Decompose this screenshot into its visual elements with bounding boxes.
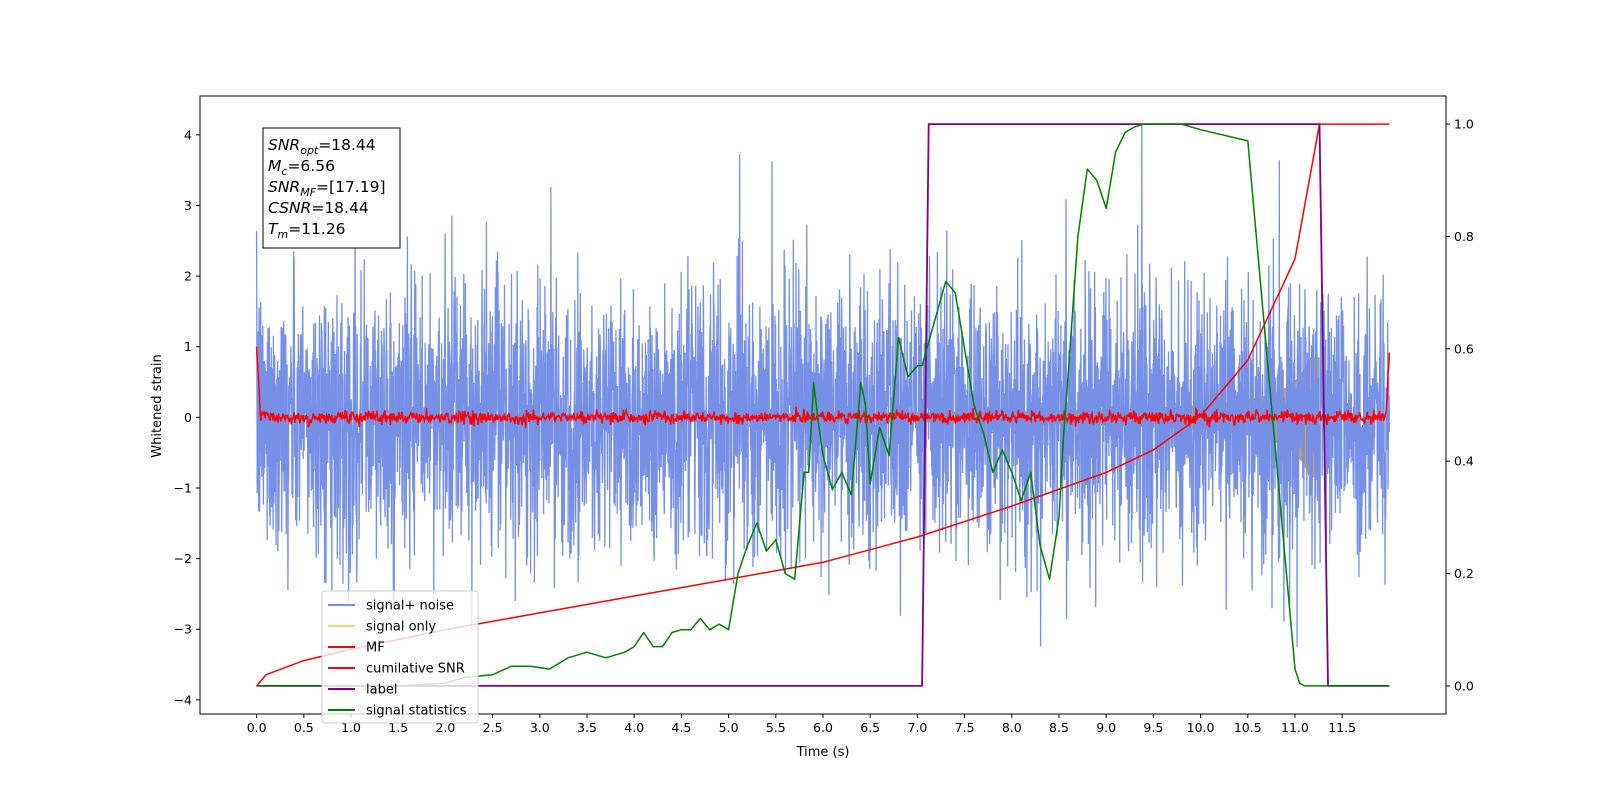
x-tick-label: 0.5 xyxy=(294,720,314,735)
info-box-line: Mc=6.56 xyxy=(268,157,335,178)
signal-statistics-series xyxy=(256,123,1390,687)
x-tick-label: 6.0 xyxy=(813,720,833,735)
x-tick-label: 0.0 xyxy=(247,720,267,735)
y-tick-label: 1 xyxy=(184,339,192,354)
x-tick-label: 2.5 xyxy=(483,720,503,735)
y-axis-left: −4 −3 −2 −1 0 1 2 3 4 xyxy=(174,127,200,707)
legend-label: label xyxy=(366,683,397,698)
x-tick-label: 3.5 xyxy=(577,720,597,735)
signal-noise-series xyxy=(255,124,1391,647)
signal-noise-line xyxy=(255,124,1391,647)
x-tick-label: 4.0 xyxy=(624,720,644,735)
y2-tick-label: 0.6 xyxy=(1454,341,1474,356)
y-tick-label: 3 xyxy=(184,198,192,213)
y2-tick-label: 0.8 xyxy=(1454,229,1474,244)
info-box-line: SNRopt=18.44 xyxy=(268,136,376,157)
y-axis-label: Whitened strain xyxy=(150,354,165,457)
x-tick-label: 1.0 xyxy=(341,720,361,735)
y-tick-label: 0 xyxy=(184,410,192,425)
x-tick-label: 8.5 xyxy=(1049,720,1069,735)
legend-label: signal only xyxy=(366,620,436,635)
x-tick-label: 9.0 xyxy=(1096,720,1116,735)
x-tick-label: 8.0 xyxy=(1002,720,1022,735)
y-tick-label: 2 xyxy=(184,269,192,284)
x-tick-label: 1.5 xyxy=(388,720,408,735)
x-tick-label: 9.5 xyxy=(1143,720,1163,735)
info-box: SNRopt=18.44Mc=6.56SNRMF=[17.19]CSNR=18.… xyxy=(262,127,401,249)
x-tick-label: 7.5 xyxy=(955,720,975,735)
x-tick-label: 5.0 xyxy=(719,720,739,735)
x-tick-label: 7.0 xyxy=(907,720,927,735)
y2-tick-label: 1.0 xyxy=(1454,117,1474,132)
legend-label: cumilative SNR xyxy=(366,662,465,677)
x-tick-label: 10.0 xyxy=(1187,720,1215,735)
y-tick-label: −4 xyxy=(174,692,192,707)
y-tick-label: 4 xyxy=(184,127,192,142)
x-tick-label: 5.5 xyxy=(766,720,786,735)
info-box-line: Tm=11.26 xyxy=(268,220,346,241)
x-tick-label: 2.0 xyxy=(435,720,455,735)
x-tick-label: 10.5 xyxy=(1234,720,1262,735)
x-tick-label: 4.5 xyxy=(671,720,691,735)
legend-frame xyxy=(321,590,479,724)
info-box-line: SNRMF=[17.19] xyxy=(268,178,386,199)
y2-tick-label: 0.0 xyxy=(1454,678,1474,693)
legend: signal+ noise signal only MF cumilative SNR… xyxy=(321,590,479,724)
y-tick-label: −2 xyxy=(174,551,192,566)
legend-label: signal+ noise xyxy=(366,599,454,614)
signal-statistics-line xyxy=(256,123,1390,687)
x-tick-label: 11.0 xyxy=(1281,720,1309,735)
x-tick-label: 11.5 xyxy=(1328,720,1356,735)
x-tick-label: 3.0 xyxy=(530,720,550,735)
legend-label: signal statistics xyxy=(366,704,467,719)
legend-label: MF xyxy=(366,641,385,656)
info-box-line: CSNR=18.44 xyxy=(268,199,369,217)
y2-tick-label: 0.4 xyxy=(1454,454,1474,469)
x-axis: 0.0 0.5 1.0 1.5 2.0 2.5 3.0 3.5 4.0 4.5 5.0 5.5 6.0 6… xyxy=(247,714,1356,735)
y2-tick-label: 0.2 xyxy=(1454,566,1474,581)
x-tick-label: 6.5 xyxy=(860,720,880,735)
y-tick-label: −1 xyxy=(174,480,192,495)
y-tick-label: −3 xyxy=(174,622,192,637)
info-box-frame xyxy=(262,127,401,249)
y-axis-right: 0.0 0.2 0.4 0.6 0.8 1.0 xyxy=(1446,117,1474,693)
x-axis-label: Time (s) xyxy=(796,745,850,760)
